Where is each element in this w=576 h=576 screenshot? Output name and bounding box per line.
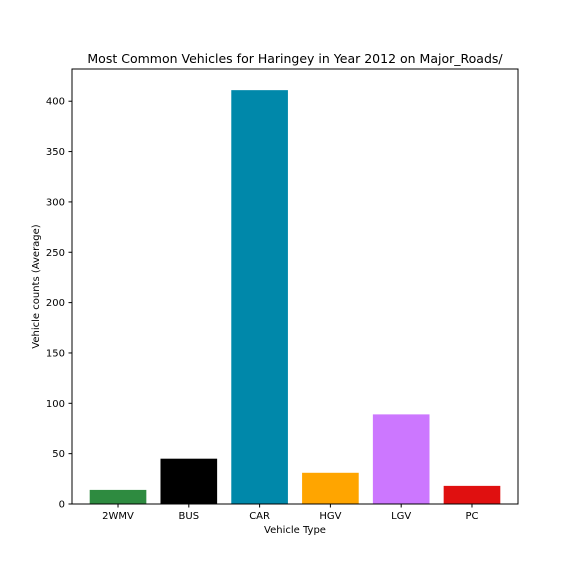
bar-lgv (372, 414, 430, 504)
bar-2wmv (89, 489, 147, 504)
y-tick-label: 200 (46, 298, 65, 309)
y-axis-ticks: 0 50 100 150 200 250 300 350 400 (46, 97, 72, 511)
y-tick-label: 0 (59, 500, 65, 511)
x-tick-label: PC (465, 511, 478, 522)
x-tick-label: HGV (319, 511, 341, 522)
bar-hgv (302, 472, 359, 504)
y-axis-label: Vehicle counts (Average) (31, 224, 42, 349)
plot-area (89, 90, 501, 504)
x-tick-label: 2WMV (102, 511, 134, 522)
x-axis-ticks: 2WMV BUS CAR HGV LGV PC (102, 504, 479, 522)
y-tick-label: 350 (46, 147, 65, 158)
chart-title: Most Common Vehicles for Haringey in Yea… (87, 51, 503, 66)
bar-car (231, 90, 288, 504)
y-tick-label: 300 (46, 197, 65, 208)
bar-bus (160, 458, 218, 504)
y-tick-label: 150 (46, 348, 65, 359)
x-tick-label: LGV (391, 511, 411, 522)
x-tick-label: BUS (179, 511, 200, 522)
y-tick-label: 250 (46, 248, 65, 259)
x-tick-label: CAR (249, 511, 270, 522)
plot-frame (71, 68, 519, 505)
y-tick-label: 50 (52, 449, 65, 460)
x-axis-label: Vehicle Type (264, 525, 326, 536)
y-tick-label: 100 (46, 399, 65, 410)
y-tick-label: 400 (46, 97, 65, 108)
bar-pc (443, 485, 501, 504)
